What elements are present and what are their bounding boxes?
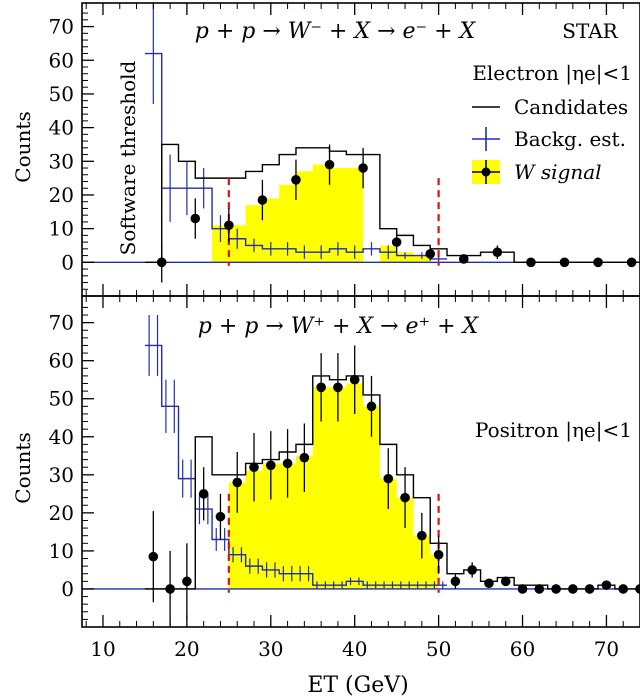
bottom-data-point (484, 578, 494, 589)
bottom-data-point (534, 584, 545, 594)
top-data-point (224, 220, 234, 231)
positron-panel: 0 10 20 30 40 50 60 70 10 20 30 40 50 60 70 (49, 295, 640, 661)
top-data-point (257, 195, 268, 205)
top-data-point (593, 257, 603, 268)
top-y-tick-label: 10 (49, 217, 74, 241)
top-data-point (391, 237, 402, 247)
bottom-data-point (282, 458, 293, 469)
bottom-data-point (215, 511, 226, 522)
bottom-background-hist (144, 344, 448, 586)
bottom-y-tick-label: 30 (49, 463, 74, 487)
legend-signal-marker (481, 167, 491, 177)
bottom-data-point (198, 489, 209, 499)
top-y-tick-label: 20 (49, 183, 74, 207)
bottom-y-tick-label: 20 (49, 501, 74, 525)
bottom-y-tick-label: 60 (49, 349, 74, 373)
bottom-region-label: Positron |ηe|<1 (475, 418, 632, 443)
bottom-data-point (165, 584, 175, 594)
bottom-x-tick-label: 20 (174, 637, 199, 661)
bottom-x-tick-label: 30 (258, 637, 283, 661)
bottom-data-point (400, 492, 410, 503)
bottom-data-point (500, 576, 511, 587)
top-y-axis-title: Counts (11, 111, 35, 182)
bottom-data-point (467, 565, 477, 575)
bottom-y-tick-label: 70 (49, 311, 74, 335)
bottom-data-point (333, 382, 343, 393)
bottom-x-tick-label: 40 (342, 637, 367, 661)
top-data-point (324, 159, 335, 170)
bottom-x-tick-label: 10 (90, 637, 115, 661)
bottom-data-point (148, 551, 159, 562)
bottom-data-point (568, 584, 578, 594)
bottom-data-point (450, 576, 461, 587)
legend: Candidates Backg. est. W signal (472, 95, 628, 184)
bottom-data-point (433, 549, 444, 560)
bottom-candidates-hist (144, 375, 640, 590)
bottom-data-point (349, 374, 360, 385)
bottom-data-point (584, 584, 595, 594)
bottom-x-tick-label: 70 (594, 637, 619, 661)
bottom-data-point (601, 580, 612, 590)
top-data-point (425, 249, 436, 259)
bottom-data-point (551, 584, 561, 594)
top-candidates-hist (144, 143, 640, 264)
bottom-x-tick-label: 50 (426, 637, 451, 661)
x-axis-title: ET (GeV) (307, 673, 408, 698)
bottom-data-point (417, 530, 427, 541)
collaboration-label: STAR (562, 19, 618, 43)
bottom-data-point (316, 382, 326, 393)
top-data-point (559, 257, 570, 268)
top-data-point (156, 257, 167, 268)
top-data-point (358, 163, 368, 173)
top-y-tick-label: 60 (49, 48, 74, 72)
bottom-frame (81, 295, 640, 628)
bottom-x-tick-label: 60 (510, 637, 535, 661)
bottom-y-axis-title: Counts (11, 432, 35, 503)
top-y-tick-label: 30 (49, 149, 74, 173)
bottom-signal-fill (228, 383, 439, 589)
bottom-y-tick-label: 40 (49, 425, 74, 449)
top-region-label: Electron |ηe|<1 (472, 61, 632, 86)
legend-candidates-label: Candidates (514, 95, 628, 119)
bottom-data-point (618, 584, 629, 594)
bottom-data-point (249, 462, 259, 473)
bottom-y-tick-label: 10 (49, 539, 74, 563)
top-signal-fill (212, 164, 431, 263)
top-y-tick-label: 40 (49, 116, 74, 140)
top-title: p + p → W⁻ + X → e⁻ + X (195, 19, 477, 44)
bottom-data-point (635, 584, 640, 594)
top-y-tick-label: 0 (61, 250, 74, 274)
top-data-point (190, 213, 201, 224)
top-data-point (526, 257, 536, 268)
bottom-data-point (265, 460, 276, 471)
top-data-point (626, 257, 637, 268)
bottom-data-point (182, 576, 192, 587)
top-y-tick-label: 70 (49, 15, 74, 39)
bottom-data-point (383, 473, 394, 484)
bottom-data-point (232, 477, 243, 488)
bottom-data-point (517, 584, 528, 594)
software-threshold-label: Software threshold (116, 60, 140, 255)
top-data-point (492, 247, 503, 258)
bottom-y-tick-label: 0 (61, 577, 74, 601)
bottom-data-point (299, 452, 310, 463)
bottom-y-tick-label: 50 (49, 387, 74, 411)
legend-signal-label: W signal (514, 160, 602, 184)
top-y-tick-label: 50 (49, 82, 74, 106)
bottom-title: p + p → W⁺ + X → e⁺ + X (198, 314, 480, 339)
bottom-data-point (366, 401, 377, 412)
top-data-point (458, 254, 469, 264)
legend-background-label: Backg. est. (514, 127, 626, 151)
top-data-point (291, 175, 301, 185)
